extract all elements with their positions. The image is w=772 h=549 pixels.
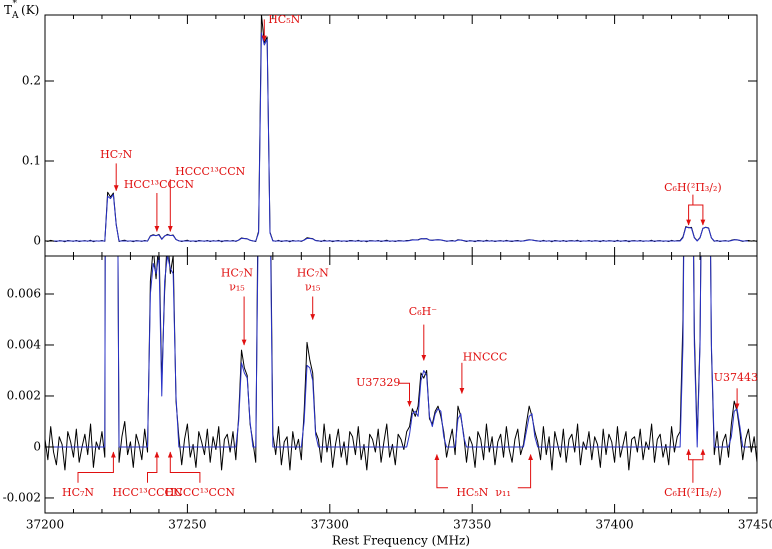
annotation-arrow — [692, 448, 706, 461]
y-label-sub: A — [11, 11, 19, 21]
annotation-label: HC₅N — [268, 13, 300, 26]
annotation-label: HC₇N — [100, 148, 132, 161]
annotation-label: HC₇N — [297, 267, 329, 280]
spectrum-line — [45, 15, 757, 243]
y-label-main: T — [4, 3, 12, 17]
x-tick-label: 37200 — [26, 518, 64, 532]
y-tick-label: 0.004 — [7, 337, 42, 351]
annotation-label: HC₇N — [62, 486, 94, 499]
annotation-label: HC₅N ν₁₁ — [456, 486, 511, 499]
annotation-arrow — [692, 204, 706, 226]
y-tick-label: 0 — [33, 439, 41, 453]
annotation-arrow — [686, 448, 694, 483]
x-tick-label: 37400 — [596, 518, 634, 532]
annotation-label: ν₁₅ — [229, 281, 245, 294]
plot-area — [45, 256, 757, 471]
x-axis-label: Rest Frequency (MHz) — [332, 534, 470, 548]
annotation-arrow — [147, 451, 160, 483]
panel-frame — [44, 14, 758, 257]
annotation-label: U37329 — [356, 376, 400, 389]
spectrum-line — [45, 32, 757, 242]
spectrum-line — [45, 256, 757, 448]
y-tick-label: 0.006 — [7, 286, 41, 300]
annotation-label: ν₁₅ — [305, 281, 321, 294]
annotation-label: C₆H(²Π₃/₂) — [664, 486, 722, 499]
x-tick-label: 37250 — [168, 518, 206, 532]
annotation-arrow — [77, 451, 116, 483]
annotation-label: U37443 — [714, 371, 758, 384]
x-tick-label: 37450 — [738, 518, 772, 532]
annotation-label: HCCC¹³CCN — [165, 486, 235, 499]
plot-area — [45, 15, 757, 243]
x-tick-label: 37300 — [311, 518, 349, 532]
x-tick-label: 37350 — [453, 518, 491, 532]
y-tick-label: 0.1 — [22, 154, 41, 168]
y-tick-label: 0 — [33, 234, 41, 248]
annotation-label: HC₇N — [221, 267, 253, 280]
y-axis-label: TA * (K) — [4, 0, 39, 21]
annotation-arrow — [398, 382, 412, 407]
annotation-arrow — [517, 454, 533, 489]
y-label-sup: * — [13, 0, 18, 9]
annotation-label: HCC¹³CCCN — [124, 178, 194, 191]
annotation-arrow — [686, 194, 694, 226]
annotation-label: HCCC¹³CCN — [175, 165, 245, 178]
y-tick-label: 0.002 — [7, 388, 41, 402]
y-tick-label: -0.002 — [3, 490, 41, 504]
y-tick-label: 0.2 — [22, 74, 41, 88]
annotation-label: HNCCC — [463, 351, 507, 364]
annotation-label: C₆H⁻ — [409, 305, 437, 318]
annotation-label: C₆H(²Π₃/₂) — [664, 181, 722, 194]
y-label-unit: (K) — [21, 3, 39, 17]
annotation-arrow — [167, 451, 201, 483]
panel-frame — [44, 255, 758, 514]
annotation-arrow — [434, 454, 448, 489]
annotation-label: HCC¹³CCCN — [112, 486, 182, 499]
